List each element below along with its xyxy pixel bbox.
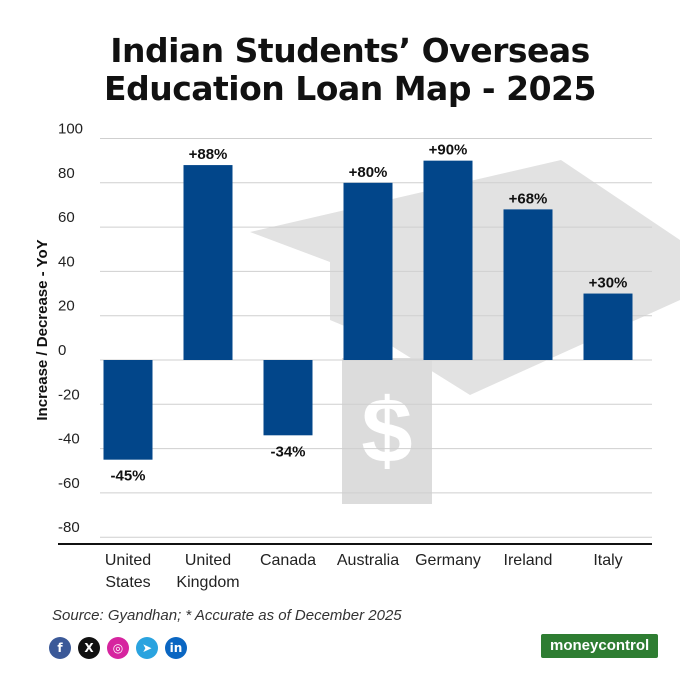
- y-tick-label: 100: [58, 121, 83, 138]
- title-line-1: Indian Students’ Overseas: [110, 31, 590, 70]
- brand-logo-text: moneycontrol: [550, 637, 650, 654]
- data-label: +90%: [429, 142, 468, 159]
- x-tick-label: Kingdom: [176, 574, 239, 591]
- bar: [183, 165, 233, 360]
- instagram-icon[interactable]: ◎: [107, 637, 129, 659]
- y-tick-label: -60: [58, 475, 80, 492]
- data-label: +30%: [589, 275, 628, 292]
- brand-logo: moneycontrol: [541, 634, 659, 658]
- x-icon[interactable]: X: [78, 637, 100, 659]
- data-label: -45%: [110, 468, 145, 485]
- data-label: +68%: [509, 190, 548, 207]
- y-tick-label: 80: [58, 165, 75, 182]
- source-note: Source: Gyandhan; * Accurate as of Decem…: [52, 607, 402, 624]
- bar: [263, 360, 313, 436]
- bar: [343, 182, 393, 360]
- y-tick-label: 40: [58, 253, 75, 270]
- y-tick-label: 20: [58, 298, 75, 315]
- y-tick-label: 60: [58, 209, 75, 226]
- x-tick-label: Germany: [415, 552, 481, 569]
- x-tick-label: States: [105, 574, 150, 591]
- bar: [503, 209, 553, 360]
- x-tick-label: Australia: [337, 552, 399, 569]
- y-tick-label: -20: [58, 386, 80, 403]
- bar: [423, 160, 473, 360]
- x-tick-label: Ireland: [504, 552, 553, 569]
- chart-title: Indian Students’ Overseas Education Loan…: [0, 32, 700, 108]
- x-tick-label: Canada: [260, 552, 316, 569]
- data-label: +80%: [349, 164, 388, 181]
- x-tick-label: United: [105, 552, 151, 569]
- y-tick-label: -80: [58, 519, 80, 536]
- social-icons: f X ◎ ➤ in: [49, 637, 187, 659]
- bar: [103, 360, 153, 460]
- x-tick-label: United: [185, 552, 231, 569]
- y-axis-label: Increase / Decrease - YoY: [34, 239, 51, 420]
- x-tick-label: Italy: [593, 552, 622, 569]
- title-line-2: Education Loan Map - 2025: [104, 69, 596, 108]
- bar: [583, 293, 633, 360]
- facebook-icon[interactable]: f: [49, 637, 71, 659]
- telegram-icon[interactable]: ➤: [136, 637, 158, 659]
- linkedin-icon[interactable]: in: [165, 637, 187, 659]
- data-label: -34%: [270, 443, 305, 460]
- watermark-tag-shape: [342, 358, 432, 504]
- y-tick-label: 0: [58, 342, 66, 359]
- watermark-dollar-icon: $: [361, 380, 412, 482]
- y-tick-label: -40: [58, 431, 80, 448]
- data-label: +88%: [189, 146, 228, 163]
